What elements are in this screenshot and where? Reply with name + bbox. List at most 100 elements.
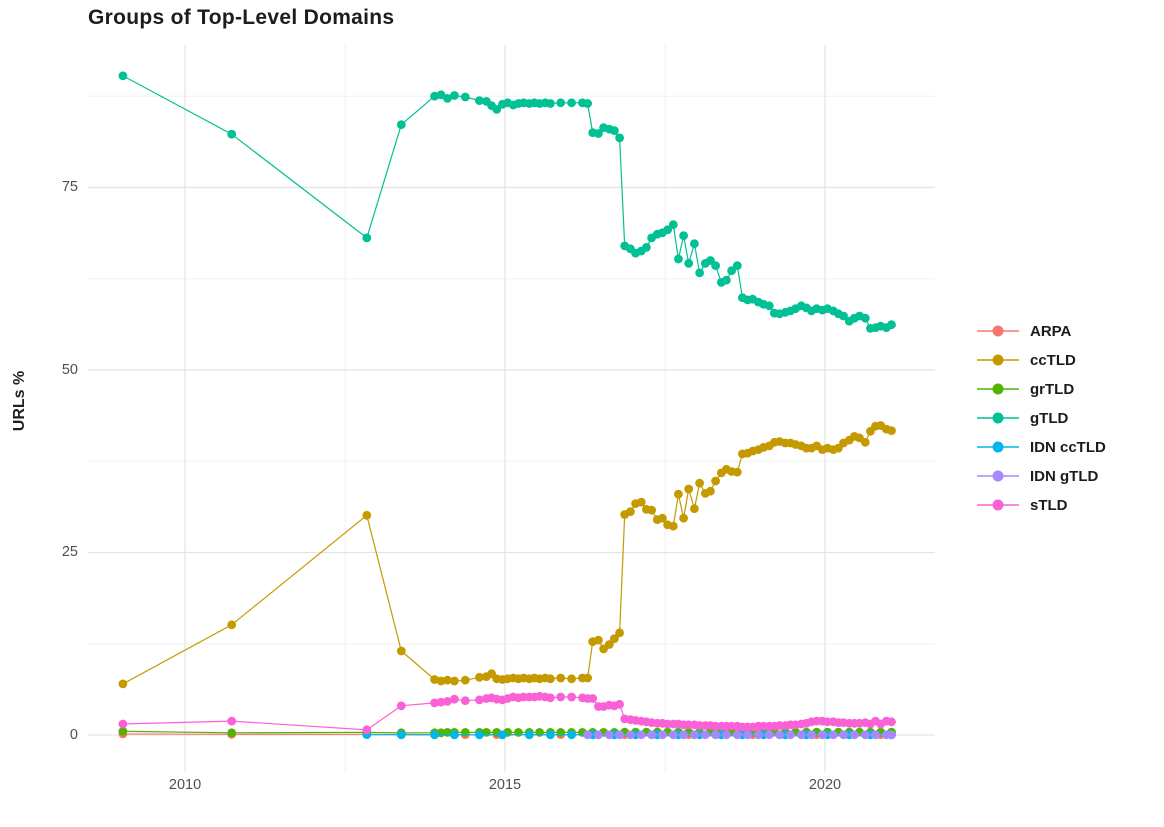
data-point — [860, 437, 870, 447]
data-point — [443, 94, 452, 103]
data-point — [807, 730, 816, 740]
legend-item-label: IDN gTLD — [1030, 467, 1099, 485]
data-point — [732, 261, 742, 270]
data-point — [679, 231, 688, 241]
data-point — [626, 507, 635, 516]
legend-item-arpa: ARPA — [977, 321, 1106, 341]
data-point — [658, 730, 667, 740]
legend: ARPA ccTLD grTLD gTLD IDN ccTLD IDN gTLD sTLD — [977, 321, 1106, 515]
data-point — [546, 693, 555, 703]
data-point — [524, 730, 534, 740]
data-point — [839, 730, 848, 740]
legend-item-label: IDN ccTLD — [1030, 438, 1106, 456]
legend-item-label: ccTLD — [1030, 351, 1076, 369]
data-point — [711, 261, 720, 270]
data-point — [362, 233, 372, 243]
data-point — [436, 697, 446, 707]
data-point — [430, 730, 439, 740]
data-point — [396, 120, 406, 130]
legend-item-idn-gtld: IDN gTLD — [977, 466, 1106, 486]
data-point — [674, 489, 683, 499]
series-stld — [118, 691, 896, 735]
data-point — [610, 126, 619, 135]
data-point — [732, 730, 742, 740]
data-point — [887, 730, 896, 740]
data-point — [436, 90, 446, 100]
data-point — [690, 239, 699, 249]
data-point — [615, 730, 624, 740]
data-point — [711, 476, 720, 486]
data-point — [546, 674, 555, 684]
data-point — [556, 673, 566, 683]
series-gtld — [118, 71, 896, 333]
data-point — [396, 701, 406, 711]
data-point — [679, 513, 688, 523]
data-point — [786, 730, 795, 740]
data-point — [460, 728, 470, 737]
legend-item-gtld: gTLD — [977, 408, 1106, 428]
data-point — [118, 726, 128, 736]
data-point — [583, 730, 592, 740]
data-point — [362, 510, 372, 520]
data-point — [764, 730, 774, 740]
data-point — [450, 730, 459, 740]
data-point — [460, 675, 470, 685]
page-title: Groups of Top-Level Domains — [88, 6, 395, 29]
data-point — [118, 679, 128, 689]
data-point — [594, 129, 603, 138]
data-point — [450, 694, 459, 704]
data-point — [227, 620, 237, 630]
x-tick-label: 2020 — [808, 777, 842, 793]
data-point — [396, 646, 406, 656]
data-point — [615, 699, 624, 709]
data-point — [567, 730, 576, 740]
legend-item-grtld: grTLD — [977, 379, 1106, 399]
data-point — [556, 98, 566, 108]
data-point — [583, 99, 592, 108]
data-point — [546, 730, 555, 740]
data-point — [610, 634, 619, 643]
legend-item-label: ARPA — [1030, 322, 1072, 340]
data-point — [711, 730, 720, 740]
data-point — [535, 728, 544, 737]
data-point — [615, 628, 624, 638]
legend-key-icon — [977, 350, 1019, 370]
data-point — [594, 730, 603, 740]
data-point — [658, 513, 667, 523]
data-point — [118, 71, 128, 81]
data-point — [887, 717, 896, 727]
y-tick-label: 75 — [61, 179, 78, 196]
data-point — [732, 467, 742, 477]
data-point — [684, 259, 694, 268]
data-point — [443, 675, 452, 685]
data-point — [700, 730, 710, 740]
data-point — [647, 730, 656, 740]
legend-item-cctld: ccTLD — [977, 350, 1106, 370]
data-point — [450, 91, 459, 100]
legend-item-label: sTLD — [1030, 496, 1068, 514]
data-point — [227, 129, 237, 139]
data-point — [860, 313, 870, 323]
data-point — [695, 268, 704, 278]
data-point — [636, 730, 646, 740]
data-point — [227, 716, 237, 726]
legend-item-stld: sTLD — [977, 495, 1106, 515]
data-point — [754, 730, 763, 740]
data-point — [690, 504, 699, 514]
data-point — [850, 730, 859, 740]
data-point — [546, 99, 555, 108]
data-point — [668, 521, 678, 531]
data-point — [594, 635, 603, 645]
data-point — [647, 505, 656, 515]
legend-item-label: gTLD — [1030, 409, 1069, 427]
data-point — [679, 730, 688, 740]
legend-key-icon — [977, 408, 1019, 428]
series-line-cctld — [122, 424, 892, 685]
data-point — [556, 692, 566, 702]
data-point — [604, 640, 614, 649]
data-point — [583, 673, 592, 683]
data-point — [626, 730, 635, 740]
data-point — [674, 254, 683, 264]
data-point — [227, 728, 237, 738]
legend-key-dot — [992, 499, 1004, 511]
